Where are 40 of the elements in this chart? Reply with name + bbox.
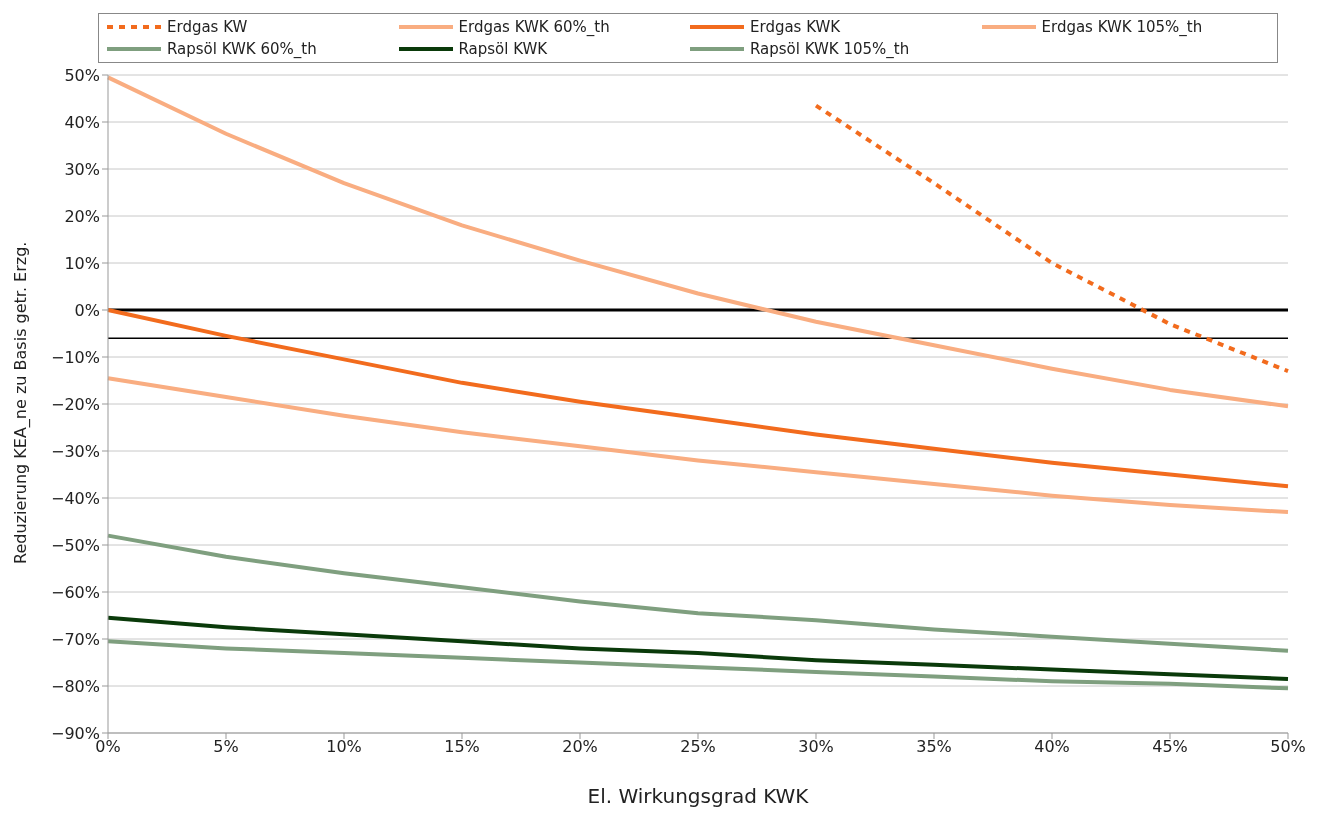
x-tick-label: 25% bbox=[680, 737, 716, 757]
y-tick-label: −10% bbox=[51, 347, 100, 367]
line-series bbox=[814, 103, 1290, 374]
x-tick-label: 30% bbox=[798, 737, 834, 757]
legend-label: Rapsöl KWK bbox=[458, 40, 548, 58]
x-tick-label: 20% bbox=[562, 737, 598, 757]
y-tick-label: −70% bbox=[51, 629, 100, 649]
y-tick-label: −20% bbox=[51, 394, 100, 414]
y-tick-label: 0% bbox=[74, 300, 100, 320]
y-tick-label: −40% bbox=[51, 488, 100, 508]
line-series bbox=[106, 308, 1290, 489]
x-axis-title: El. Wirkungsgrad KWK bbox=[587, 784, 810, 808]
x-tick-label: 50% bbox=[1270, 737, 1306, 757]
y-tick-label: −30% bbox=[51, 441, 100, 461]
line-series bbox=[106, 639, 1290, 691]
line-series bbox=[106, 533, 1290, 653]
y-tick-label: −60% bbox=[51, 582, 100, 602]
x-tick-label: 5% bbox=[213, 737, 239, 757]
line-series bbox=[106, 75, 1290, 409]
x-tick-label: 10% bbox=[326, 737, 362, 757]
y-tick-label: −50% bbox=[51, 535, 100, 555]
legend-label: Rapsöl KWK 60%_th bbox=[167, 40, 317, 58]
legend-label: Rapsöl KWK 105%_th bbox=[750, 40, 910, 58]
legend-label: Erdgas KWK bbox=[750, 18, 841, 36]
x-tick-label: 45% bbox=[1152, 737, 1188, 757]
y-axis-title: Reduzierung KEA_ne zu Basis getr. Erzg. bbox=[10, 241, 31, 564]
y-tick-label: 20% bbox=[64, 206, 100, 226]
legend-label: Erdgas KWK 105%_th bbox=[1041, 18, 1203, 36]
y-tick-label: 30% bbox=[64, 159, 100, 179]
line-series bbox=[106, 376, 1290, 515]
line-series bbox=[106, 615, 1290, 681]
y-tick-label: 40% bbox=[64, 112, 100, 132]
x-tick-label: 15% bbox=[444, 737, 480, 757]
legend-label: Erdgas KWK 60%_th bbox=[458, 18, 610, 36]
legend-label: Erdgas KW bbox=[167, 18, 248, 36]
y-tick-label: −80% bbox=[51, 676, 100, 696]
x-tick-label: 35% bbox=[916, 737, 952, 757]
y-tick-label: 10% bbox=[64, 253, 100, 273]
x-tick-label: 40% bbox=[1034, 737, 1070, 757]
y-tick-label: 50% bbox=[64, 65, 100, 85]
